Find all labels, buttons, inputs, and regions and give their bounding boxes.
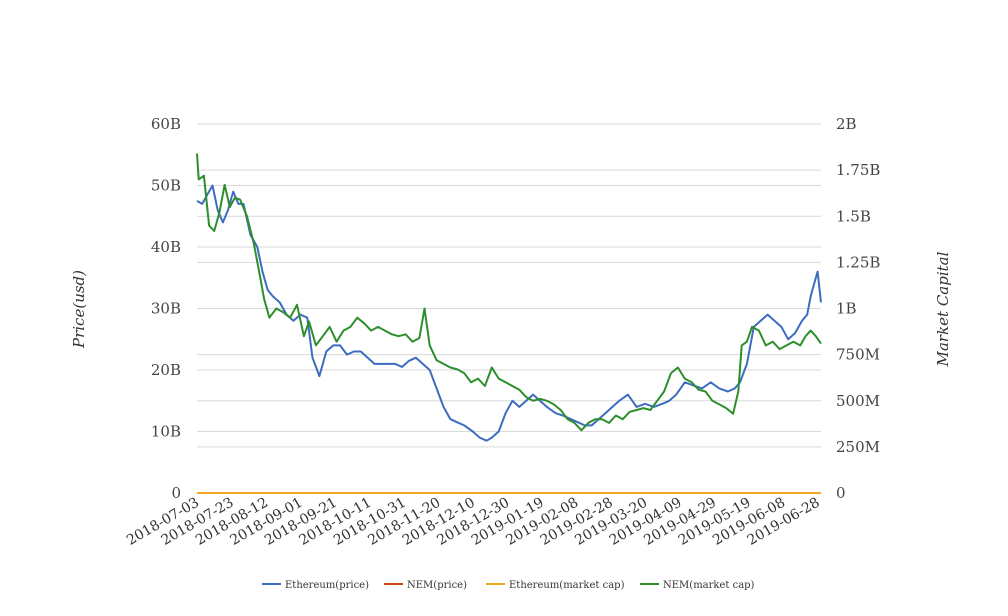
series-line-ethereum-price (196, 184, 822, 442)
left-tick-label: 40B (151, 238, 181, 256)
legend-label: NEM(price) (407, 580, 467, 591)
left-tick-label: 10B (151, 423, 181, 441)
legend-label: NEM(market cap) (663, 580, 755, 591)
left-tick-label: 30B (151, 300, 181, 318)
right-axis: 0 250M 500M 750M 1B 1.25B 1.5B 1.75B 2B (836, 115, 880, 502)
series-lines (196, 153, 822, 494)
right-tick-label: 1.5B (836, 207, 871, 225)
x-axis: 2018-07-032018-07-232018-08-122018-09-01… (124, 495, 822, 549)
right-tick-label: 2B (836, 115, 857, 133)
right-axis-title: Market Capital (934, 251, 952, 367)
legend: Ethereum(price) NEM(price) Ethereum(market… (262, 580, 755, 591)
series-line-nem-market-cap (196, 153, 822, 432)
gridlines (197, 123, 821, 494)
left-tick-label: 0 (171, 484, 181, 502)
right-tick-label: 500M (836, 392, 880, 410)
right-tick-label: 1.75B (836, 161, 880, 179)
left-tick-label: 20B (151, 361, 181, 379)
right-tick-label: 750M (836, 346, 880, 364)
right-tick-label: 250M (836, 438, 880, 456)
right-tick-label: 1B (836, 300, 857, 318)
right-tick-label: 0 (836, 484, 846, 502)
left-axis: 0 10B 20B 30B 40B 50B 60B (151, 115, 181, 502)
left-tick-label: 50B (151, 177, 181, 195)
legend-label: Ethereum(price) (285, 580, 369, 591)
right-tick-label: 1.25B (836, 253, 880, 271)
left-axis-title: Price(usd) (70, 270, 88, 349)
legend-label: Ethereum(market cap) (509, 580, 625, 591)
left-tick-label: 60B (151, 115, 181, 133)
